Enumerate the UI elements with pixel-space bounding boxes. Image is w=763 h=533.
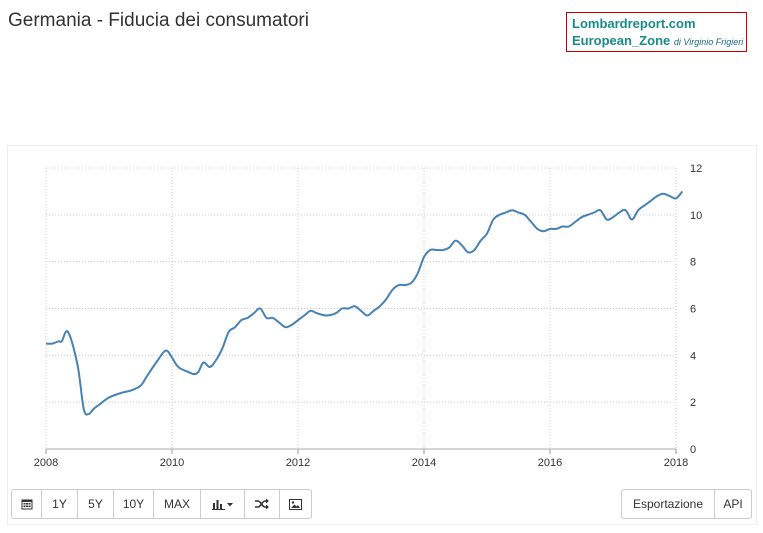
range-10y-button[interactable]: 10Y: [113, 489, 154, 519]
brand-box: Lombardreport.com European_Zone di Virgi…: [566, 12, 747, 52]
x-tick-label: 2012: [286, 457, 310, 469]
range-5y-button[interactable]: 5Y: [77, 489, 114, 519]
y-tick-label: 8: [690, 257, 696, 269]
api-button[interactable]: API: [714, 489, 752, 519]
series-line: [45, 190, 684, 416]
image-icon: [289, 498, 302, 510]
brand-byline: di Virginio Frigieri: [673, 37, 744, 47]
y-tick-label: 4: [690, 350, 696, 362]
caret-down-icon: [226, 503, 233, 507]
export-button[interactable]: Esportazione: [621, 489, 715, 519]
chart-panel: 2008 2010 2012 2014 2016 2018 0 2 4 6 8 10 12: [7, 145, 757, 525]
page-title: Germania - Fiducia dei consumatori: [8, 10, 309, 31]
chart-type-button[interactable]: [200, 489, 245, 519]
y-tick-label: 6: [690, 304, 696, 316]
bar-chart-icon: [211, 500, 233, 510]
brand-site[interactable]: Lombardreport.com: [572, 16, 696, 31]
calendar-button[interactable]: [11, 489, 42, 519]
range-1y-button[interactable]: 1Y: [41, 489, 78, 519]
y-tick-label: 2: [690, 397, 696, 409]
chart-toolbar: 1Y 5Y 10Y MAX: [11, 489, 312, 519]
brand-section[interactable]: European_Zone: [572, 33, 671, 48]
x-tick-label: 2008: [34, 457, 58, 469]
y-tick-label: 10: [690, 210, 702, 222]
shuffle-icon: [255, 498, 269, 510]
x-tick-label: 2018: [664, 457, 688, 469]
x-tick-label: 2014: [412, 457, 436, 469]
y-tick-label: 12: [690, 163, 702, 175]
image-button[interactable]: [279, 489, 312, 519]
x-tick-label: 2016: [538, 457, 562, 469]
calendar-icon: [21, 499, 32, 510]
x-tick-label: 2010: [160, 457, 184, 469]
range-max-button[interactable]: MAX: [153, 489, 201, 519]
brand-section-line: European_Zone di Virginio Frigieri: [572, 32, 744, 51]
chart-toolbar-right: Esportazione API: [621, 489, 752, 519]
y-tick-label: 0: [690, 444, 696, 456]
compare-button[interactable]: [244, 489, 280, 519]
